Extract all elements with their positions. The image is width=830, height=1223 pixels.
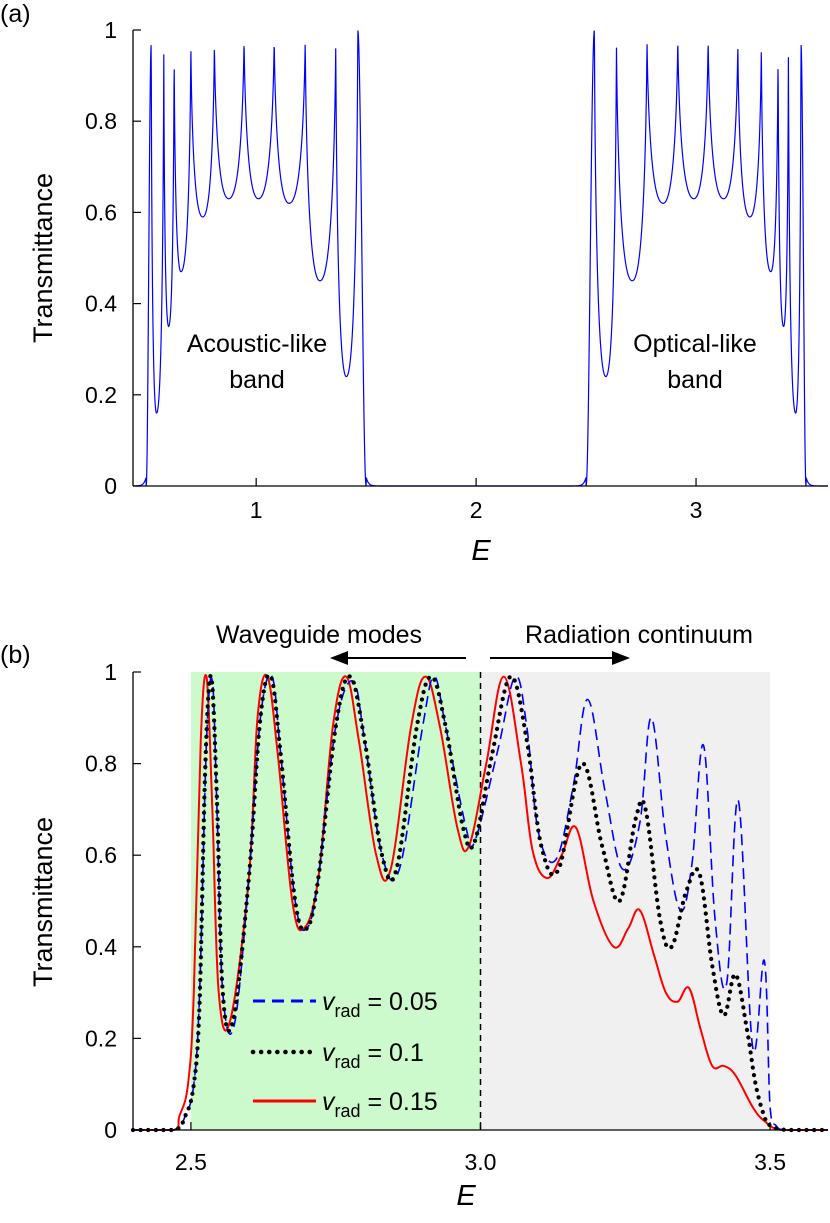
panel-b-y-tick-label: 0.8	[85, 751, 117, 777]
panel-a-y-label: Transmittance	[28, 173, 58, 343]
panel-a-y-tick-label: 1	[104, 17, 117, 43]
region-waveguide	[190, 672, 481, 1130]
panel-b-ticks: 0 0.2 0.4 0.6 0.8 1 2.5 3.0 3.5	[85, 659, 786, 1175]
legend-label-0: vrad = 0.05	[322, 988, 438, 1021]
panel-a-x-tick-label: 1	[250, 497, 263, 523]
legend-entry-1: vrad = 0.1	[250, 1039, 424, 1072]
region-radiation	[480, 672, 771, 1130]
panel-a-x-label: E	[471, 535, 491, 567]
panel-b-x-label: E	[456, 1180, 476, 1212]
legend-entry-0: vrad = 0.05	[253, 988, 438, 1021]
annotation-acoustic-line2: band	[229, 366, 285, 394]
panel-b-series-line-1	[130, 672, 830, 1133]
annotation-radiation-continuum: Radiation continuum	[525, 621, 753, 649]
panel-b-y-tick-label: 0.4	[85, 934, 117, 960]
panel-a-y-tick-label: 0	[104, 473, 117, 499]
panel-b-y-tick-label: 0.6	[85, 842, 117, 868]
panel-a-x-tick-label: 2	[470, 497, 483, 523]
annotation-optical-line1: Optical-like	[633, 330, 757, 358]
panel-a: (a) 0 0.2 0.4 0.6 0.8 1 1 2 3 Acoustic-like band…	[0, 0, 828, 567]
annotation-waveguide-modes: Waveguide modes	[216, 621, 422, 649]
annotation-optical-line2: band	[667, 366, 723, 394]
panel-a-y-tick-label: 0.4	[85, 291, 117, 317]
panel-b-curves	[130, 672, 830, 1133]
panel-a-ticks: 0 0.2 0.4 0.6 0.8 1 1 2 3	[85, 17, 702, 523]
panel-a-y-tick-label: 0.8	[85, 108, 117, 134]
panel-a-y-tick-label: 0.6	[85, 199, 117, 225]
panel-b-x-tick-label: 3.5	[754, 1149, 786, 1175]
arrow-left-icon	[330, 651, 466, 665]
panel-b-y-label: Transmittance	[28, 817, 58, 987]
panel-a-series-line-0	[132, 30, 828, 487]
panel-b-series-line-2	[132, 673, 828, 1132]
panel-a-label: (a)	[0, 0, 31, 28]
panel-b-x-tick-label: 2.5	[175, 1149, 207, 1175]
panel-a-x-tick-label: 3	[690, 497, 703, 523]
panel-b: (b) 0 0.2 0.4 0.6 0.8 1 2.5 3.0 3.5 Waveguide mo…	[0, 621, 830, 1212]
panel-a-y-tick-label: 0.2	[85, 382, 117, 408]
panel-b-x-tick-label: 3.0	[465, 1149, 497, 1175]
legend: vrad = 0.05 vrad = 0.1 vrad = 0.15	[250, 988, 438, 1121]
panel-a-curve-group	[132, 30, 828, 487]
legend-entry-2: vrad = 0.15	[253, 1088, 438, 1121]
panel-b-label: (b)	[0, 641, 31, 669]
panel-b-y-tick-label: 0.2	[85, 1025, 117, 1051]
arrow-right-icon	[490, 651, 630, 665]
panel-b-series-line-0	[132, 674, 828, 1131]
panel-b-regions	[190, 672, 771, 1130]
legend-label-1: vrad = 0.1	[322, 1039, 424, 1072]
panel-b-y-tick-label: 1	[104, 659, 117, 685]
annotation-acoustic-line1: Acoustic-like	[187, 330, 327, 358]
panel-b-y-tick-label: 0	[104, 1117, 117, 1143]
legend-label-2: vrad = 0.15	[322, 1088, 438, 1121]
